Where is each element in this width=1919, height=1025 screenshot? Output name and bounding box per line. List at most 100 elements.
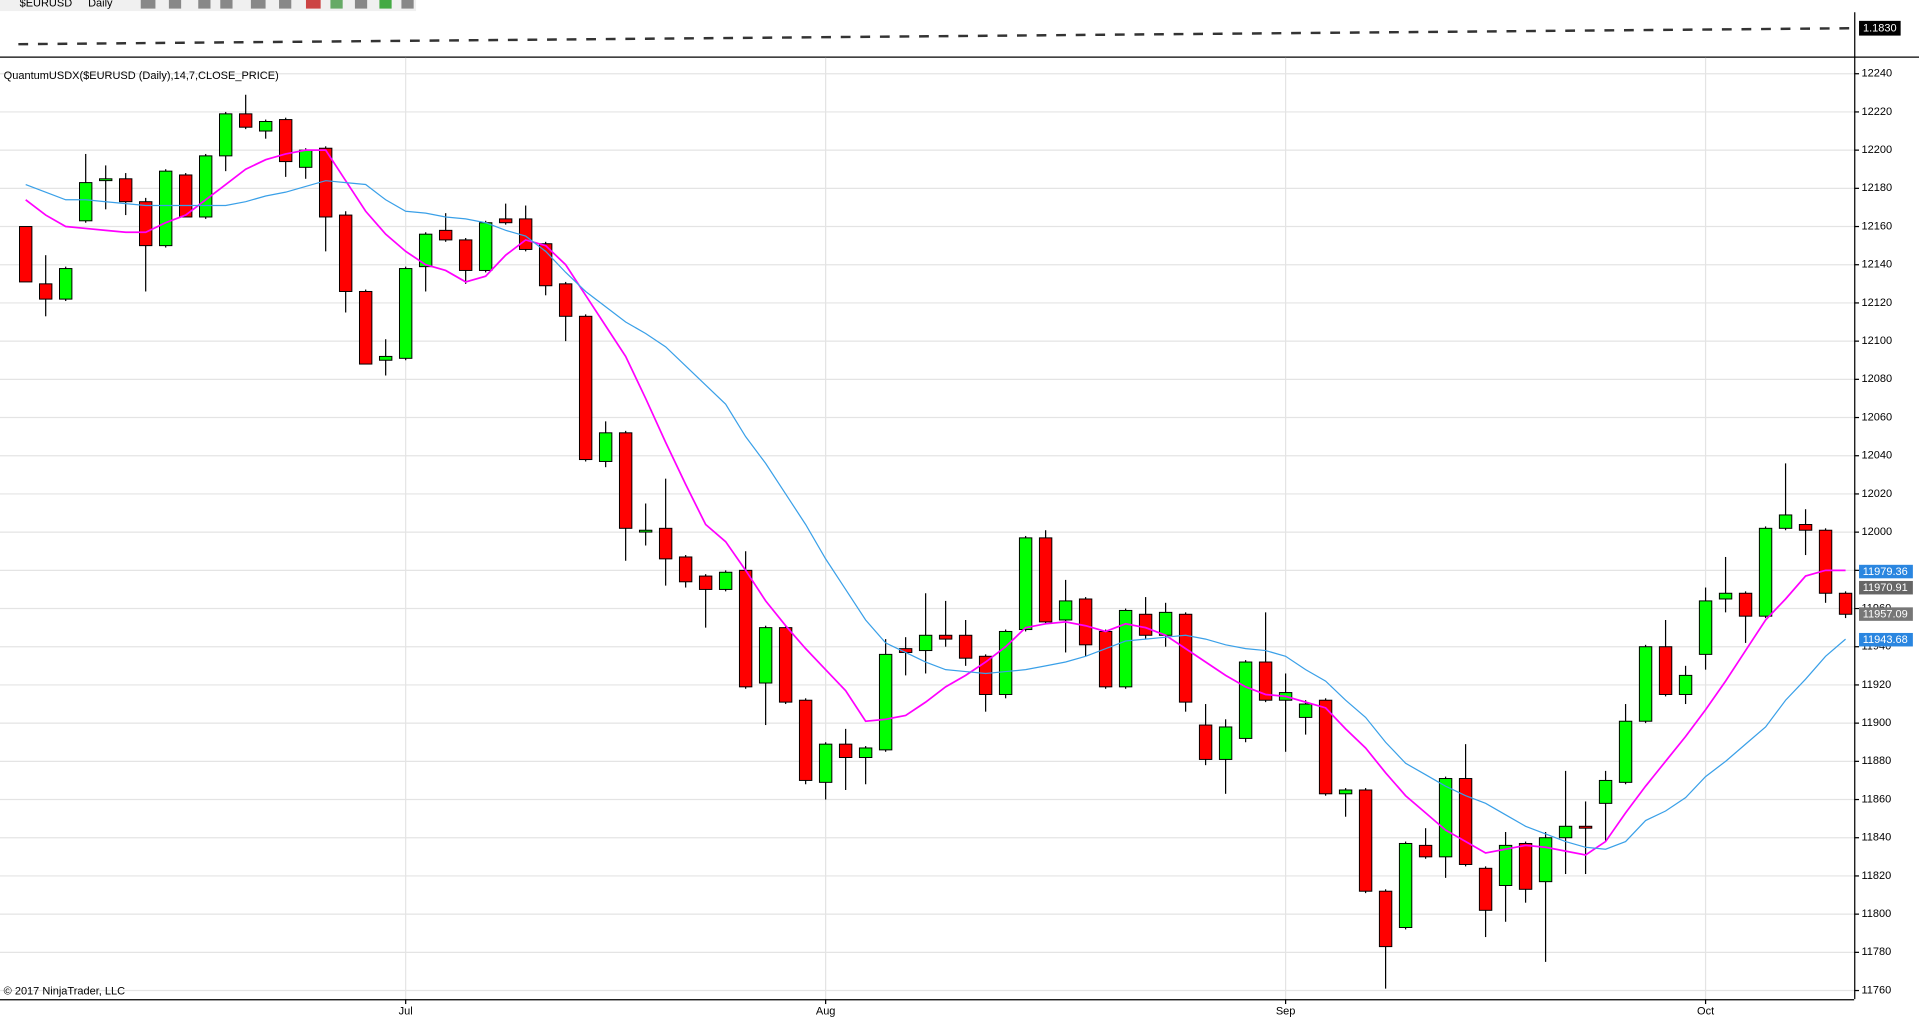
last-value-marker xyxy=(1859,564,1913,579)
candle-body xyxy=(1338,789,1353,795)
y-tick-label: 12000 xyxy=(1861,526,1892,538)
candle-body xyxy=(798,699,813,781)
moving-average-line xyxy=(25,149,1846,856)
candle-body xyxy=(1778,514,1793,529)
candle-body xyxy=(1318,699,1333,795)
candle-body xyxy=(738,569,753,688)
candle-body xyxy=(119,178,133,203)
y-tick-label: 11780 xyxy=(1861,946,1891,958)
candle-body xyxy=(1118,609,1133,688)
candle-body xyxy=(518,218,533,250)
candle-body xyxy=(1098,630,1113,688)
candle-body xyxy=(1458,778,1473,865)
copyright: © 2017 NinjaTrader, LLC xyxy=(4,986,125,998)
candle-body xyxy=(478,222,493,271)
candle-body xyxy=(698,575,713,590)
candle-body xyxy=(179,174,193,218)
candle-body xyxy=(338,214,353,292)
candle-body xyxy=(958,634,973,659)
candle-body xyxy=(818,743,833,783)
candle-body xyxy=(358,290,373,365)
candle-body xyxy=(1438,778,1453,858)
x-tick-label: Jul xyxy=(399,1005,413,1017)
y-tick-label: 12040 xyxy=(1861,450,1892,462)
candle-body xyxy=(1018,537,1033,631)
candle-body xyxy=(858,747,873,759)
candle-body xyxy=(978,655,993,695)
instrument[interactable]: $EURUSD xyxy=(20,0,73,10)
candle-body xyxy=(318,147,333,218)
candle-body xyxy=(718,571,733,590)
plot xyxy=(19,94,1853,989)
candle-body xyxy=(378,355,393,361)
candle-body xyxy=(438,229,453,241)
candle-body xyxy=(1718,592,1733,600)
candle-body xyxy=(658,527,673,560)
candle-body xyxy=(238,113,253,128)
x-tick-label: Aug xyxy=(816,1005,836,1017)
candle-body xyxy=(1258,661,1273,701)
candle-body xyxy=(1618,720,1633,783)
candle-body xyxy=(139,201,153,247)
candle-body xyxy=(79,182,93,222)
candle-body xyxy=(638,529,653,533)
y-tick-label: 11900 xyxy=(1861,717,1891,729)
candle-body xyxy=(1838,592,1853,615)
y-tick-label: 12080 xyxy=(1861,373,1892,385)
candle-body xyxy=(1558,825,1573,839)
last-value-marker xyxy=(1859,632,1913,647)
x-tick-label: Sep xyxy=(1276,1005,1296,1017)
y-tick-label: 11840 xyxy=(1861,832,1891,844)
candle-body xyxy=(159,170,173,247)
candle-body xyxy=(1518,842,1533,890)
last-value-label: 11979.36 xyxy=(1863,566,1908,578)
candle-body xyxy=(1738,592,1753,617)
candle-body xyxy=(1638,646,1653,722)
y-tick-label: 12180 xyxy=(1861,182,1892,194)
candle-body xyxy=(298,149,313,168)
upper-panel-trace xyxy=(18,27,1855,46)
y-tick-label: 12120 xyxy=(1861,297,1892,309)
interval[interactable]: Daily xyxy=(88,0,113,10)
candle-body xyxy=(1598,779,1613,804)
candle-body xyxy=(1038,537,1053,623)
candle-body xyxy=(678,556,693,583)
y-tick-label: 11860 xyxy=(1861,793,1891,805)
candle-body xyxy=(998,630,1013,695)
candle-body xyxy=(39,283,53,300)
candle-body xyxy=(598,432,613,462)
last-value-label: 11943.68 xyxy=(1863,634,1908,646)
last-value-marker xyxy=(1859,607,1913,621)
candle-body xyxy=(878,653,893,751)
candle-body xyxy=(1678,674,1693,695)
candle-body xyxy=(1498,844,1513,886)
candle-body xyxy=(1758,527,1773,617)
candle-body xyxy=(198,155,213,218)
y-tick-label: 12140 xyxy=(1861,259,1892,271)
upper-panel-label: 1.1830 xyxy=(1863,23,1897,35)
y-tick-label: 12220 xyxy=(1861,106,1892,118)
last-value-label: 11970.91 xyxy=(1863,582,1908,594)
candle-body xyxy=(1298,703,1313,718)
candle-body xyxy=(618,432,633,529)
candle-body xyxy=(418,233,433,268)
candle-body xyxy=(278,119,293,163)
candle-body xyxy=(1358,789,1373,892)
toolbar-icons xyxy=(140,0,414,9)
y-tick-label: 11820 xyxy=(1861,870,1891,882)
candle-body xyxy=(258,120,273,132)
candle-body xyxy=(458,239,473,271)
candle-body xyxy=(1198,724,1213,760)
candle-body xyxy=(99,178,113,182)
y-tick-label: 11800 xyxy=(1861,908,1891,920)
candle-body xyxy=(59,268,73,300)
candle-body xyxy=(938,634,953,640)
chart-title: QuantumUSDX($EURUSD (Daily),14,7,CLOSE_P… xyxy=(4,70,279,82)
last-value-marker xyxy=(1859,580,1913,595)
candle-body xyxy=(1078,598,1093,646)
y-tick-label: 12100 xyxy=(1861,335,1892,347)
candle-body xyxy=(1238,661,1253,739)
candle-body xyxy=(1798,524,1813,531)
candle-body xyxy=(1378,890,1393,948)
